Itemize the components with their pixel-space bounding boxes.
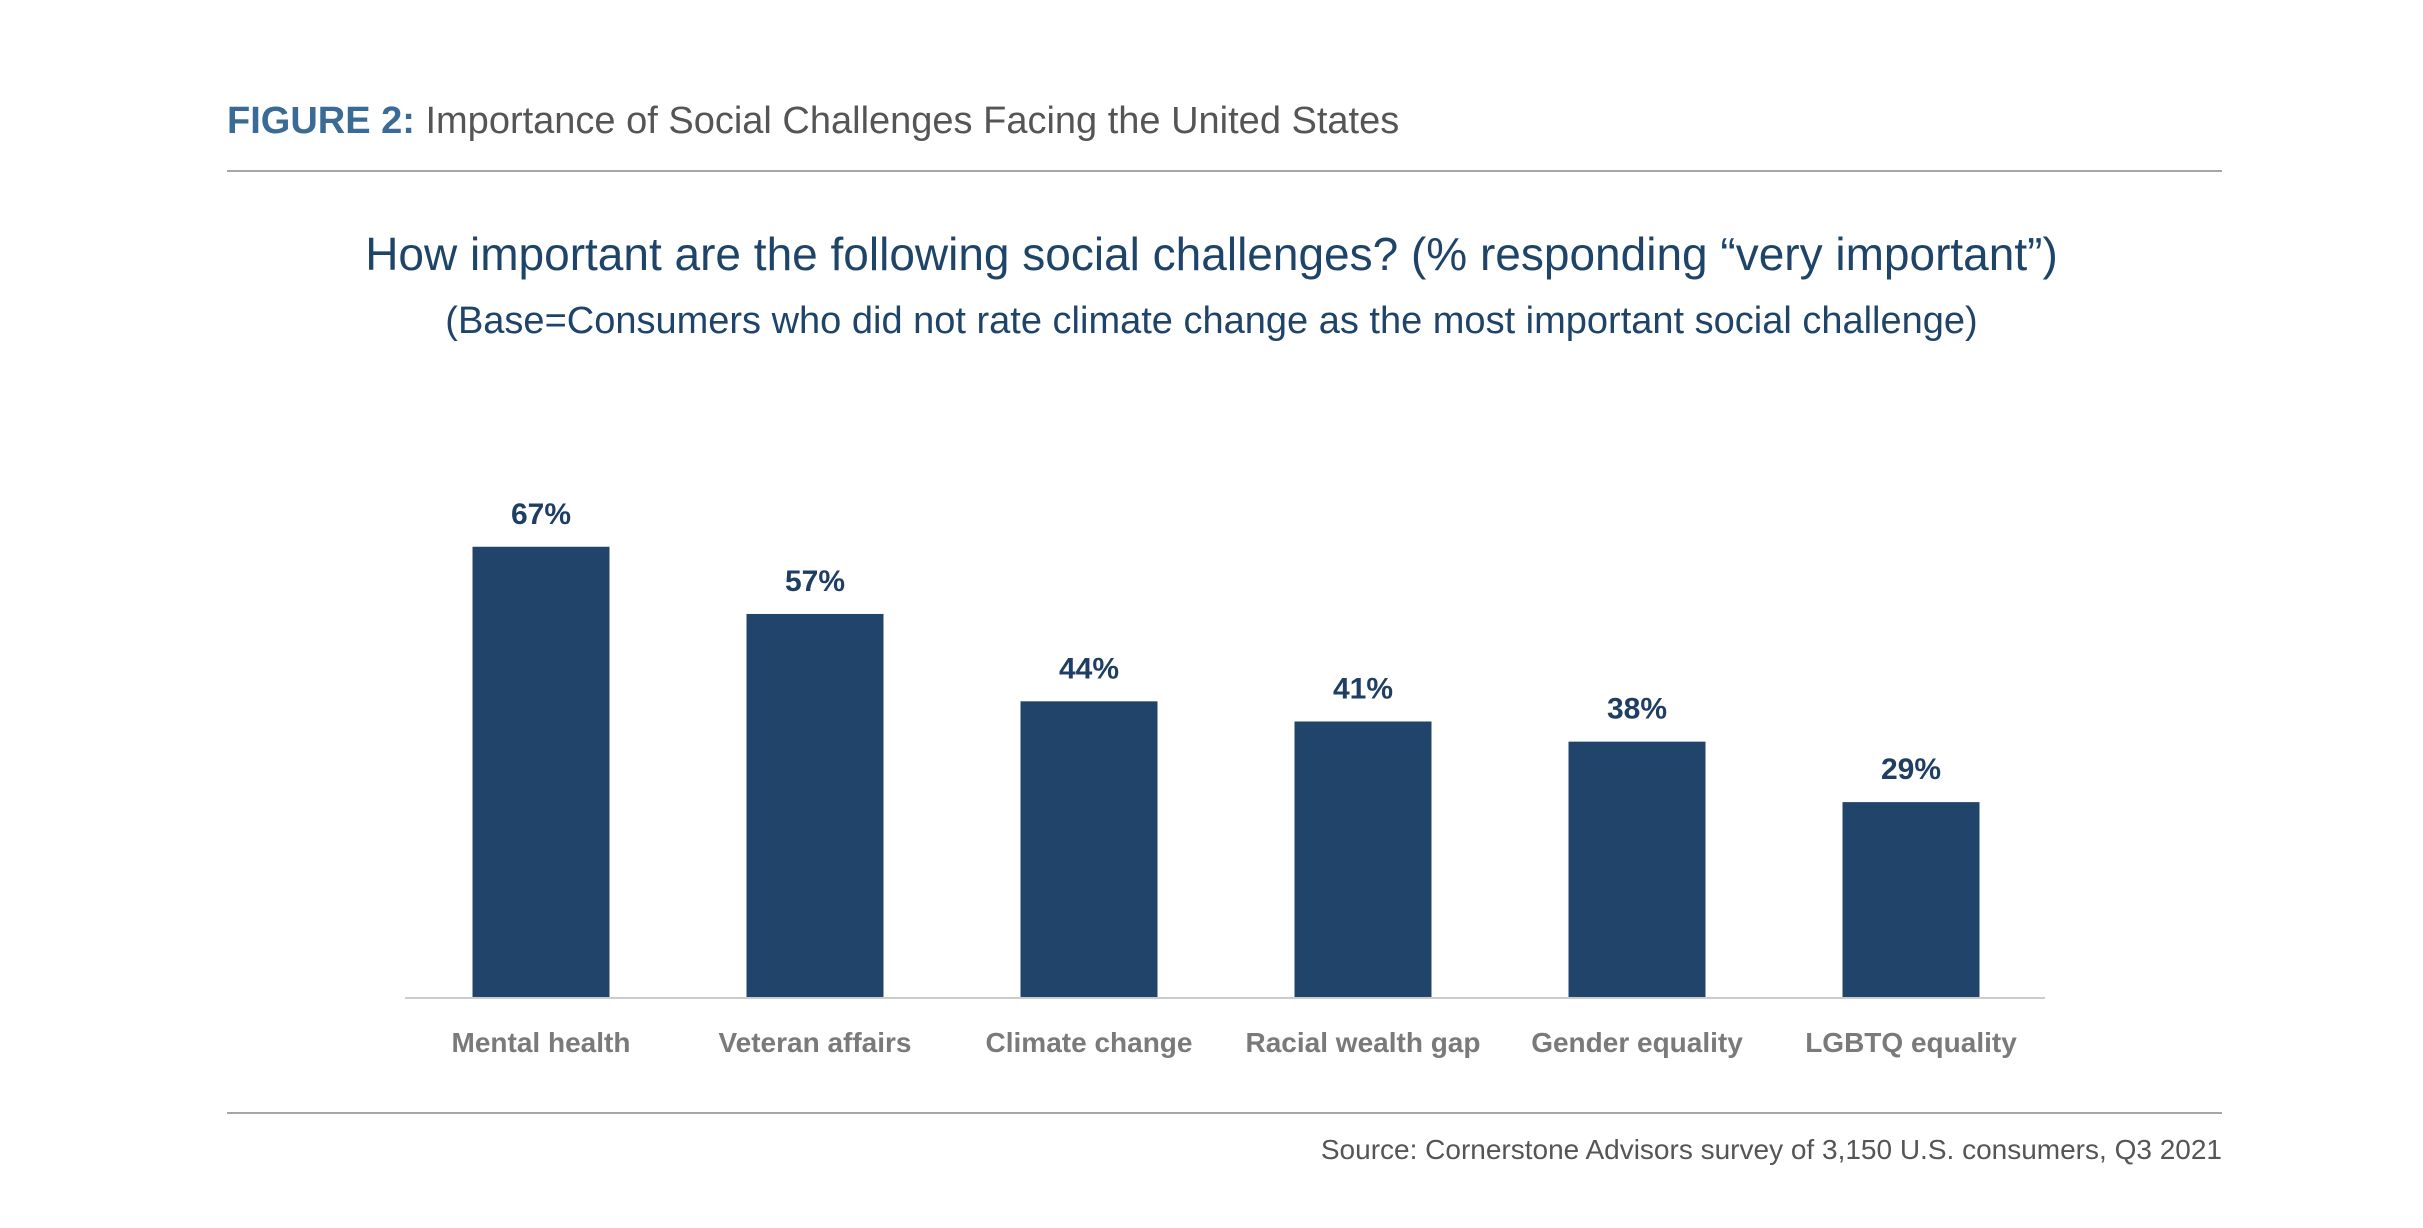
source-note: Source: Cornerstone Advisors survey of 3… [1320, 1134, 2222, 1165]
bar-1 [746, 613, 884, 997]
bar-value-label-1: 57% [785, 565, 845, 598]
bar-value-label-4: 38% [1607, 693, 1667, 726]
bar-value-label-5: 29% [1881, 753, 1941, 786]
figure-label: FIGURE 2: [227, 100, 415, 142]
bar-2 [1020, 701, 1158, 997]
bottom-divider [227, 1112, 2222, 1114]
figure-header: FIGURE 2: Importance of Social Challenge… [227, 96, 1399, 146]
category-label-1: Veteran affairs [719, 1027, 912, 1058]
bar-5 [1842, 802, 1980, 997]
bar-value-label-2: 44% [1059, 652, 1119, 685]
bar-value-label-0: 67% [511, 498, 571, 531]
bar-value-label-3: 41% [1333, 672, 1393, 705]
category-label-2: Climate change [986, 1027, 1193, 1058]
chart-subtitle: (Base=Consumers who did not rate climate… [445, 300, 1978, 342]
bar-0 [472, 546, 610, 997]
category-label-5: LGBTQ equality [1805, 1027, 2017, 1058]
top-divider [227, 170, 2222, 172]
category-label-0: Mental health [452, 1027, 631, 1058]
chart-title: How important are the following social c… [365, 228, 2058, 280]
figure-title: Importance of Social Challenges Facing t… [425, 100, 1400, 142]
bar-3 [1294, 721, 1432, 997]
category-label-4: Gender equality [1531, 1027, 1743, 1058]
bar-4 [1568, 741, 1706, 997]
category-label-3: Racial wealth gap [1246, 1027, 1481, 1058]
